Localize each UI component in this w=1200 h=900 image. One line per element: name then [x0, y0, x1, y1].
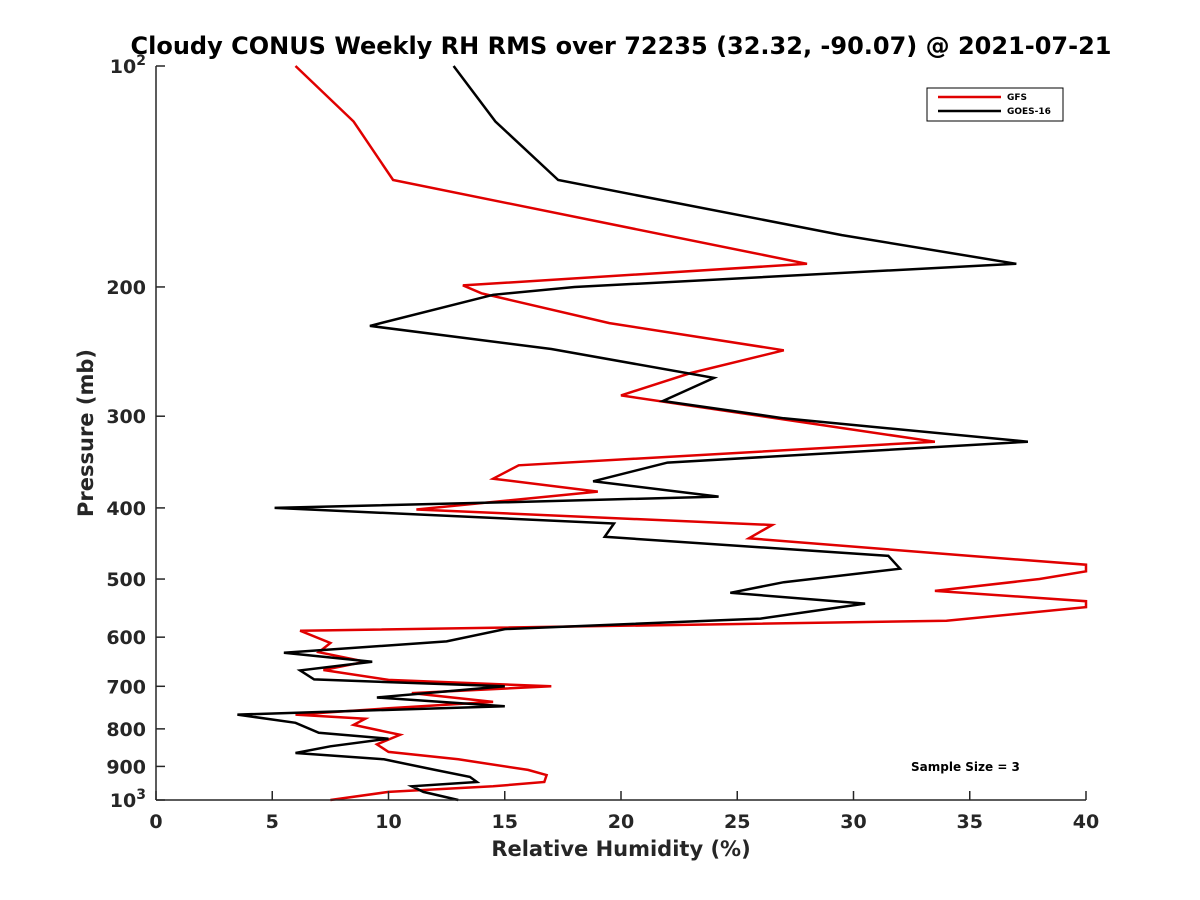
x-ticks: 0 5 10 15 20 25 30 35 40	[149, 791, 1099, 833]
x-tick-label: 40	[1073, 811, 1099, 833]
x-tick-label: 25	[724, 811, 750, 833]
y-tick-label: 500	[106, 569, 146, 591]
x-tick-label: 15	[492, 811, 518, 833]
y-axis-label: Pressure (mb)	[74, 349, 98, 517]
y-tick-label: 300	[106, 406, 146, 428]
chart-title: Cloudy CONUS Weekly RH RMS over 72235 (3…	[131, 32, 1112, 60]
x-tick-label: 0	[149, 811, 162, 833]
y-tick-label: 102	[110, 53, 146, 78]
y-tick-label: 700	[106, 676, 146, 698]
x-tick-label: 30	[840, 811, 866, 833]
sample-size-note: Sample Size = 3	[911, 760, 1020, 774]
y-tick-label: 400	[106, 498, 146, 520]
y-tick-label: 800	[106, 719, 146, 741]
x-tick-label: 5	[266, 811, 279, 833]
y-tick-label: 900	[106, 756, 146, 778]
x-tick-label: 35	[957, 811, 983, 833]
y-tick-label: 200	[106, 277, 146, 299]
legend[interactable]: GFS GOES-16	[926, 87, 1064, 122]
x-axis-label: Relative Humidity (%)	[491, 837, 750, 861]
x-tick-label: 10	[375, 811, 401, 833]
x-tick-label: 20	[608, 811, 634, 833]
series-line-gfs	[294, 65, 1088, 802]
y-tick-label: 600	[106, 627, 146, 649]
series-layer	[237, 65, 1088, 802]
legend-goes-label: GOES-16	[1007, 107, 1051, 117]
series-line-goes-16	[237, 65, 1029, 802]
legend-box	[926, 87, 1064, 122]
legend-gfs-label: GFS	[1007, 93, 1027, 103]
y-ticks: 102 200 300 400 500 600 700 800 900 103	[106, 53, 165, 812]
y-tick-label: 103	[110, 787, 146, 812]
